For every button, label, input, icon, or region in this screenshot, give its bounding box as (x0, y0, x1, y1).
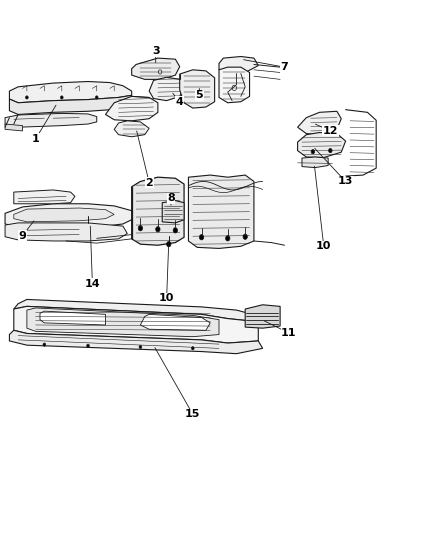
Circle shape (173, 228, 177, 233)
Polygon shape (180, 70, 215, 108)
Text: 11: 11 (281, 328, 297, 338)
Circle shape (328, 149, 332, 153)
Circle shape (226, 236, 230, 241)
Polygon shape (245, 305, 280, 328)
Polygon shape (132, 58, 180, 79)
Circle shape (198, 93, 201, 98)
Text: 8: 8 (167, 193, 175, 204)
Circle shape (243, 234, 247, 239)
Polygon shape (106, 96, 158, 121)
Polygon shape (302, 157, 328, 167)
Polygon shape (219, 67, 250, 103)
Circle shape (87, 344, 89, 348)
Polygon shape (14, 306, 258, 343)
Polygon shape (219, 56, 258, 74)
Text: 1: 1 (32, 134, 39, 144)
Polygon shape (10, 330, 263, 354)
Polygon shape (10, 82, 132, 103)
Circle shape (155, 227, 160, 232)
Circle shape (86, 223, 90, 229)
Text: 15: 15 (185, 409, 201, 419)
Circle shape (166, 241, 171, 247)
Circle shape (232, 85, 237, 91)
Circle shape (25, 96, 28, 99)
Polygon shape (188, 175, 254, 248)
Polygon shape (14, 300, 263, 322)
Text: 7: 7 (281, 62, 288, 72)
Text: 5: 5 (195, 90, 203, 100)
Text: 14: 14 (85, 279, 100, 288)
Circle shape (139, 345, 142, 349)
Circle shape (199, 235, 204, 240)
Circle shape (43, 343, 46, 346)
Text: 13: 13 (338, 176, 353, 187)
Polygon shape (149, 77, 184, 101)
Text: 10: 10 (316, 241, 332, 251)
Polygon shape (10, 95, 132, 115)
Polygon shape (162, 200, 184, 223)
Polygon shape (5, 114, 97, 127)
Polygon shape (297, 133, 346, 158)
Polygon shape (114, 121, 149, 137)
Polygon shape (14, 208, 114, 222)
Text: 2: 2 (145, 177, 153, 188)
Polygon shape (5, 124, 22, 131)
Text: 4: 4 (176, 96, 184, 107)
Text: 12: 12 (322, 126, 338, 136)
Circle shape (158, 70, 162, 74)
Circle shape (138, 225, 143, 231)
Polygon shape (132, 177, 184, 245)
Polygon shape (27, 308, 219, 337)
Text: 3: 3 (152, 46, 159, 56)
Text: 10: 10 (159, 293, 174, 303)
Polygon shape (5, 223, 127, 241)
Circle shape (191, 346, 194, 350)
Circle shape (311, 150, 314, 154)
Polygon shape (141, 314, 210, 330)
Circle shape (60, 96, 63, 99)
Circle shape (95, 96, 98, 99)
Polygon shape (40, 311, 106, 325)
Polygon shape (14, 190, 75, 204)
Polygon shape (5, 204, 136, 230)
Polygon shape (297, 111, 341, 135)
Text: 9: 9 (18, 231, 26, 241)
